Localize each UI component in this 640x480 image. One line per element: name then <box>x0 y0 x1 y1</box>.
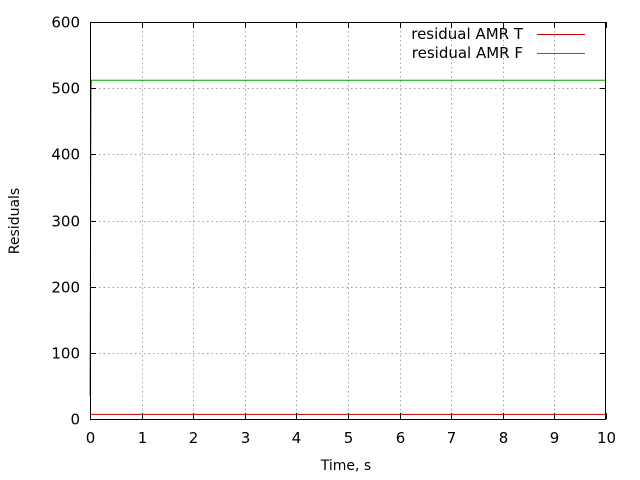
y-axis-label: Residuals <box>7 188 23 254</box>
x-tick-label: 5 <box>344 429 354 447</box>
legend-label-1: residual AMR F <box>412 44 523 62</box>
x-tick-label: 9 <box>550 429 560 447</box>
tick-labels: 0 100 200 300 400 500 600 0 1 2 3 4 5 6 7 8 9 10 <box>51 14 616 448</box>
y-tick-label: 100 <box>51 345 80 363</box>
legend-label-0: residual AMR T <box>411 25 524 43</box>
x-tick-label: 3 <box>241 429 251 447</box>
axis-ticks <box>90 22 607 420</box>
y-tick-label: 400 <box>51 146 80 164</box>
x-tick-label: 1 <box>138 429 148 447</box>
x-axis-label: Time, s <box>320 458 371 474</box>
y-tick-label: 0 <box>70 411 80 429</box>
y-tick-label: 300 <box>51 213 80 231</box>
y-tick-label: 500 <box>51 80 80 98</box>
x-tick-label: 10 <box>597 429 616 447</box>
x-tick-label: 8 <box>499 429 509 447</box>
x-tick-label: 2 <box>189 429 199 447</box>
x-tick-label: 4 <box>292 429 302 447</box>
y-tick-label: 200 <box>51 279 80 297</box>
grid-lines <box>90 22 606 419</box>
y-tick-label: 600 <box>51 14 80 32</box>
x-tick-label: 6 <box>396 429 406 447</box>
x-tick-label: 7 <box>447 429 457 447</box>
x-tick-label: 0 <box>86 429 96 447</box>
